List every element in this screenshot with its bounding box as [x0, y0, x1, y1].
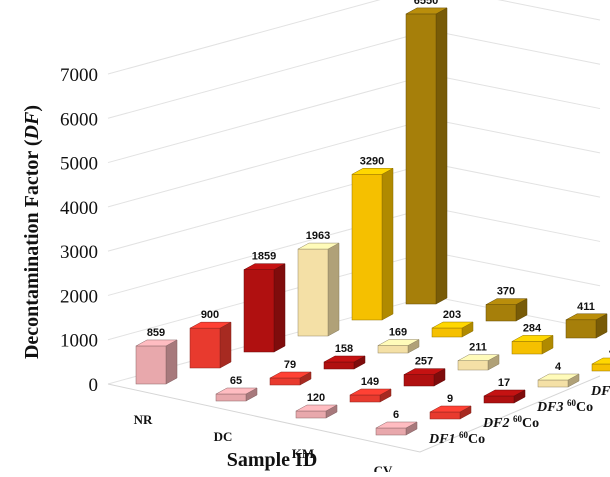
bar [483, 389, 526, 404]
bar [537, 373, 580, 388]
data-label: 411 [577, 301, 595, 313]
y-tick-label: 6000 [60, 109, 98, 130]
data-label: 17 [498, 377, 510, 389]
bar [243, 263, 286, 353]
bar [135, 339, 178, 385]
x-tick-label: CV [374, 463, 393, 472]
data-label: 284 [523, 322, 542, 334]
bar [297, 242, 340, 337]
chart-floor [107, 375, 601, 453]
x-axis-title: Sample ID [227, 449, 318, 471]
data-label: 257 [415, 356, 433, 368]
bar [457, 354, 500, 371]
series-label: DF2 60Co [482, 414, 539, 431]
data-label: 65 [230, 375, 242, 387]
y-tick-label: 1000 [60, 331, 98, 352]
data-label: 203 [443, 309, 461, 321]
floor-edge [107, 375, 601, 453]
x-tick-label: NR [134, 412, 153, 427]
bar [323, 355, 366, 370]
y-tick-label: 4000 [60, 198, 98, 219]
bar [431, 321, 474, 338]
data-label: 370 [497, 286, 515, 298]
gridline [107, 29, 601, 119]
data-label: 1859 [252, 251, 276, 263]
value-labels: 1641137065504284203329042111691963172571… [147, 0, 610, 421]
data-label: 9 [447, 393, 453, 405]
bar [429, 405, 472, 420]
bar [189, 321, 232, 369]
bars [135, 7, 610, 436]
x-tick-label: KM [292, 446, 314, 461]
y-axis-title: Decontamination Factor (DF) [21, 105, 43, 359]
data-label: 169 [389, 327, 407, 339]
bar [349, 388, 392, 403]
series-label: DF1 60Co [428, 430, 485, 447]
y-tick-label: 0 [89, 375, 99, 396]
y-tick-label: 7000 [60, 65, 98, 86]
gridlines: 0 1000 2000 3000 4000 5000 6000 7000 [60, 0, 601, 396]
data-label: 120 [307, 392, 325, 404]
gridline [107, 0, 601, 75]
data-label: 158 [335, 343, 353, 355]
data-label: 6550 [414, 0, 438, 7]
data-label: 1963 [306, 230, 330, 242]
bar [269, 371, 312, 386]
y-tick-label: 5000 [60, 154, 98, 175]
bar [375, 421, 418, 436]
data-label: 149 [361, 376, 379, 388]
bar [403, 368, 446, 387]
bar [215, 387, 258, 402]
bar [351, 167, 394, 321]
series-label: DF1 137Cs [590, 382, 610, 399]
bar [405, 7, 448, 305]
y-tick-label: 2000 [60, 286, 98, 307]
bar [295, 404, 338, 419]
series-label: DF3 60Co [536, 398, 593, 415]
bar [511, 335, 554, 355]
data-label: 859 [147, 327, 165, 339]
bar [591, 357, 610, 372]
gridline [107, 74, 601, 164]
y-tick-label: 3000 [60, 242, 98, 263]
data-label: 79 [284, 359, 296, 371]
data-label: 4 [555, 361, 562, 373]
data-label: 900 [201, 309, 219, 321]
data-label: 6 [393, 409, 399, 421]
data-label: 211 [469, 342, 487, 354]
bar [565, 313, 608, 339]
bar [485, 298, 528, 322]
x-tick-label: DC [214, 429, 233, 444]
data-label: 4 [609, 345, 610, 357]
data-label: 3290 [360, 155, 384, 167]
bar [377, 339, 420, 354]
